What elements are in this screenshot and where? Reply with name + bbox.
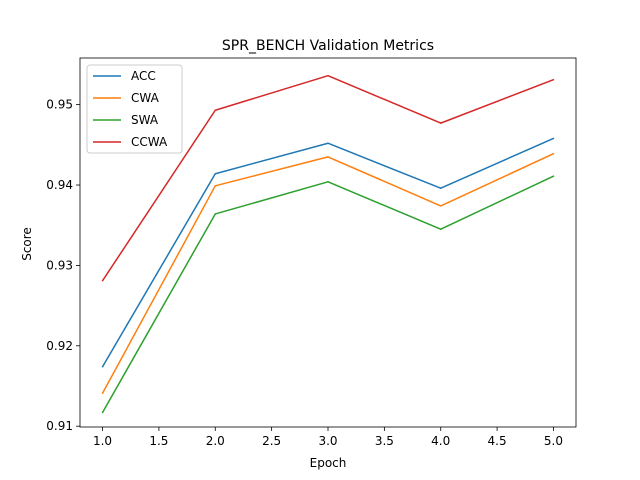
data-point-swa xyxy=(327,181,329,183)
y-tick-label: 0.95 xyxy=(46,98,73,112)
x-tick-label: 4.5 xyxy=(488,434,507,448)
plot-area xyxy=(79,57,577,428)
y-tick-label: 0.91 xyxy=(46,419,73,433)
series-cwa xyxy=(101,152,555,394)
x-tick-label: 1.5 xyxy=(149,434,168,448)
x-axis-label: Epoch xyxy=(310,456,347,470)
data-point-swa xyxy=(439,228,442,230)
x-axis: 1.0 1.5 2.0 2.5 3.0 3.5 4.0 4.5 5.0 xyxy=(93,427,563,448)
legend-entry-cwa: CWA xyxy=(93,91,160,105)
y-axis: 0.91 0.92 0.93 0.94 0.95 xyxy=(46,98,80,433)
legend-entry-swa: SWA xyxy=(93,113,159,127)
series-acc xyxy=(101,137,555,368)
series-ccwa xyxy=(101,74,555,282)
legend-label: SWA xyxy=(131,113,159,127)
data-point-ccwa xyxy=(552,78,555,81)
x-tick-label: 3.5 xyxy=(375,434,394,448)
data-point-ccwa xyxy=(439,122,442,124)
y-tick-label: 0.94 xyxy=(46,178,73,192)
data-point-cwa xyxy=(552,152,555,155)
legend-label: ACC xyxy=(131,69,156,83)
x-tick-label: 4.0 xyxy=(431,434,450,448)
data-point-ccwa xyxy=(327,74,329,77)
data-point-swa xyxy=(214,213,217,215)
data-point-cwa xyxy=(327,156,329,158)
x-tick-label: 2.5 xyxy=(262,434,281,448)
legend-label: CWA xyxy=(131,91,160,105)
chart-title: SPR_BENCH Validation Metrics xyxy=(222,38,434,54)
legend-label: CCWA xyxy=(131,135,168,149)
legend: ACC CWA SWA CCWA xyxy=(86,64,183,154)
x-tick-label: 3.0 xyxy=(318,434,337,448)
data-point-ccwa xyxy=(101,279,104,282)
y-tick-label: 0.92 xyxy=(46,339,73,353)
data-point-acc xyxy=(439,187,442,189)
legend-entry-acc: ACC xyxy=(93,69,156,83)
x-tick-label: 1.0 xyxy=(93,434,112,448)
data-point-acc xyxy=(101,365,104,368)
series-swa xyxy=(101,175,555,414)
legend-box xyxy=(86,64,183,154)
data-point-ccwa xyxy=(214,109,217,112)
data-point-cwa xyxy=(214,185,217,187)
data-point-swa xyxy=(552,175,555,177)
x-tick-label: 5.0 xyxy=(544,434,563,448)
y-tick-label: 0.93 xyxy=(46,258,73,272)
data-point-acc xyxy=(327,142,329,144)
data-point-cwa xyxy=(101,392,104,394)
data-point-swa xyxy=(101,411,104,414)
legend-entry-ccwa: CCWA xyxy=(93,135,168,149)
x-tick-label: 2.0 xyxy=(206,434,225,448)
y-axis-label: Score xyxy=(20,227,34,261)
data-point-acc xyxy=(214,173,217,175)
data-point-acc xyxy=(552,137,555,140)
data-point-cwa xyxy=(439,205,442,207)
